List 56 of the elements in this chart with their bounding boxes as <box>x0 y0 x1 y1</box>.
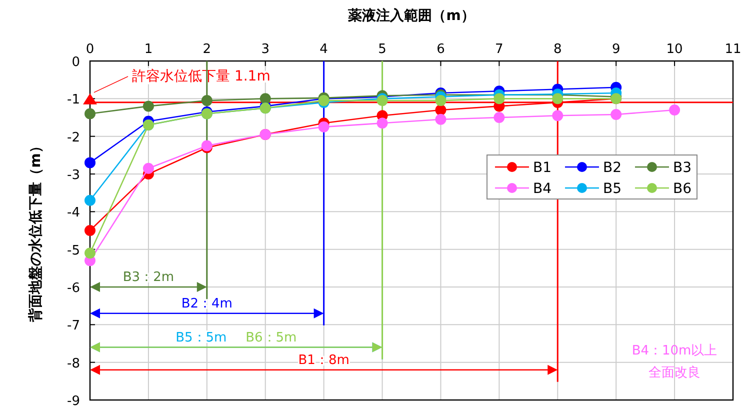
point <box>552 93 564 104</box>
point <box>84 108 96 120</box>
point <box>435 95 446 106</box>
point <box>376 118 388 129</box>
point <box>494 93 505 104</box>
y-tick-label: -6 <box>67 281 80 296</box>
point <box>260 93 271 104</box>
x-tick-label: 5 <box>378 42 386 57</box>
x-tick-label: 1 <box>144 42 153 57</box>
x-tick-label: 3 <box>261 42 270 57</box>
x-tick-label: 9 <box>612 42 620 57</box>
y-tick-label: -5 <box>67 243 80 258</box>
y-tick-label: -2 <box>67 130 80 146</box>
legend-label: B4 <box>533 181 552 197</box>
x-tick-label: 4 <box>320 42 328 57</box>
point <box>84 248 96 259</box>
x-tick-label: 10 <box>666 42 683 57</box>
y-tick-label: -7 <box>67 318 80 334</box>
x-tick-label: 8 <box>553 42 562 57</box>
y-tick-label: -4 <box>67 206 80 221</box>
y-tick-label: -1 <box>67 92 80 108</box>
x-tick-label: 0 <box>86 42 94 57</box>
legend-label: B1 <box>533 160 552 176</box>
y-tick-label: -8 <box>67 356 80 372</box>
point <box>84 157 96 168</box>
point <box>84 194 96 206</box>
legend-label: B6 <box>673 181 692 197</box>
point <box>435 114 446 125</box>
point <box>201 95 212 106</box>
legend-label: B5 <box>603 181 622 197</box>
point <box>318 121 330 132</box>
x-tick-label: 6 <box>436 42 445 57</box>
ref-line-label: B3：2m <box>122 270 174 285</box>
y-tick-label: -9 <box>67 394 80 409</box>
ref-line-label: B2：4m <box>181 296 232 312</box>
y-tick-label: 0 <box>72 55 80 70</box>
x-tick-label: 11 <box>724 42 742 57</box>
legend-label: B3 <box>673 160 692 176</box>
y-tick-label: -3 <box>67 168 80 183</box>
point <box>84 225 96 236</box>
x-axis-title: 薬液注入範囲（m） <box>347 7 475 24</box>
ref-line-label: B5：5m <box>176 330 227 346</box>
ref-line-label: B1：8m <box>298 352 350 368</box>
point <box>142 162 154 174</box>
y-axis-title: 背面地盤の水位低下量（m） <box>28 139 44 323</box>
point <box>552 110 564 122</box>
point <box>142 100 154 112</box>
legend-label: B2 <box>603 160 622 176</box>
point <box>494 112 505 123</box>
point <box>610 108 622 120</box>
annotation: 全面改良 <box>648 365 701 380</box>
annotation: B4：10m以上 <box>632 343 718 358</box>
x-tick-label: 7 <box>495 42 504 57</box>
ref-line-label: B6：5m <box>246 330 297 346</box>
point <box>669 104 680 116</box>
x-tick-label: 2 <box>202 42 212 57</box>
